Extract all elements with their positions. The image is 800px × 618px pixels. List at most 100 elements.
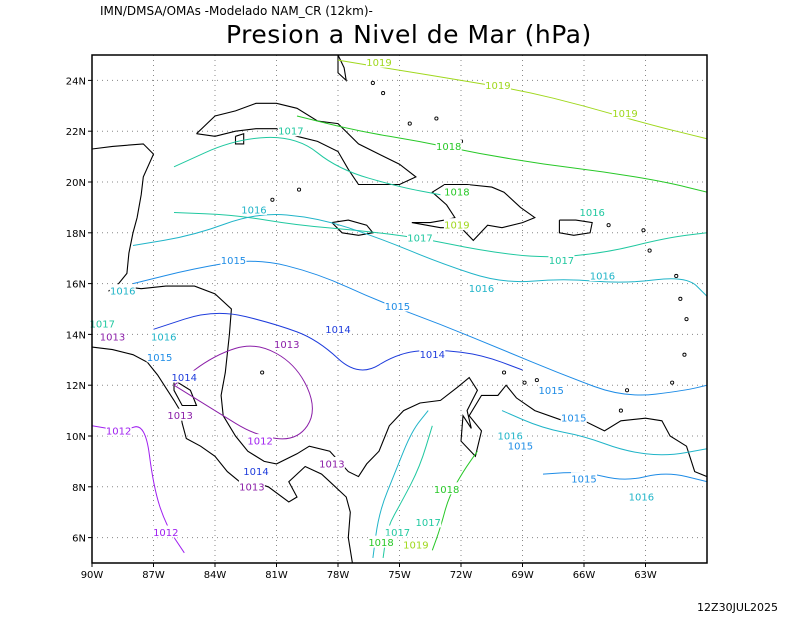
isobar-1016 <box>132 214 707 297</box>
isobar-label-bg <box>171 370 198 383</box>
coastline-hispaniola <box>411 183 536 242</box>
coastline-mexico-gulf <box>92 151 93 155</box>
isobar-label-1017: 1017 <box>385 528 410 539</box>
small-island <box>674 273 679 279</box>
small-island <box>670 380 675 385</box>
small-island <box>381 91 386 96</box>
isobar-label-bg <box>443 218 470 231</box>
isobar-label-1012: 1012 <box>247 437 272 448</box>
isobar-label-bg <box>443 185 470 198</box>
coastline-central-america <box>92 346 353 563</box>
isobar-label-1016: 1016 <box>110 287 135 298</box>
coastline-jamaica <box>331 219 374 236</box>
isobar-label-1016: 1016 <box>629 492 654 503</box>
model-source-text: IMN/DMSA/OMAs -Modelado NAM_CR (12km)- <box>100 4 373 18</box>
lon-tick-label: 84W <box>204 570 227 581</box>
isobar-1016 <box>501 410 707 456</box>
isobar-label-1017: 1017 <box>549 256 574 267</box>
isobar-label-bg <box>589 268 616 281</box>
lat-tick-label: 16N <box>66 280 86 291</box>
isobar-label-1016: 1016 <box>151 332 176 343</box>
isobar-1017 <box>382 425 433 558</box>
isobar-label-1017: 1017 <box>415 518 440 529</box>
isobar-label-1016: 1016 <box>590 271 615 282</box>
isobar-1014 <box>153 312 523 371</box>
lon-tick-label: 78W <box>327 570 350 581</box>
small-island <box>260 370 265 375</box>
isobar-label-1012: 1012 <box>106 426 131 437</box>
isobar-label-1016: 1016 <box>241 205 266 216</box>
isobar-label-1017: 1016 <box>579 208 604 219</box>
isobar-label-1018: 1018 <box>436 142 461 153</box>
isobar-label-bg <box>325 322 351 335</box>
map-title: Presion a Nivel de Mar (hPa) <box>226 20 592 49</box>
small-island <box>684 317 689 322</box>
coastline-cuba <box>196 102 417 186</box>
coastline-puerto-rico <box>558 219 593 236</box>
isobar-label-bg <box>150 329 177 342</box>
isobar-label-1013: 1013 <box>100 332 125 343</box>
isobar-label-1014: 1014 <box>172 373 197 384</box>
isobar-label-bg <box>548 253 575 266</box>
isobar-label-1015: 1015 <box>385 302 410 313</box>
isobar-label-bg <box>240 202 267 215</box>
lat-tick-label: 8N <box>72 483 86 494</box>
isobar-label-1019: 1019 <box>444 221 469 232</box>
isobar-label-bg <box>167 408 194 421</box>
isobar-label-bg <box>507 439 534 452</box>
coastline-lake-nicaragua <box>173 379 198 407</box>
isobar-1017 <box>173 212 707 258</box>
small-island <box>618 408 623 413</box>
small-island <box>407 121 412 126</box>
isobar-label-1019: 1019 <box>612 109 637 120</box>
lat-tick-label: 10N <box>66 432 86 443</box>
isobar-label-bg <box>318 456 345 469</box>
isobar-label-bg <box>612 106 638 119</box>
small-island <box>625 388 630 393</box>
isobar-label-bg <box>538 383 565 396</box>
longitude-ticks: 90W 87W 84W 81W 78W 75W 72W 69W 66W 63W <box>81 563 657 581</box>
small-island <box>296 187 302 192</box>
isobar-label-bg <box>105 423 132 436</box>
isobar-label-1015: 1015 <box>221 256 246 267</box>
lon-tick-label: 81W <box>265 570 288 581</box>
lat-tick-label: 12N <box>66 381 86 392</box>
lat-tick-label: 6N <box>72 534 86 545</box>
isobar-label-bg <box>435 139 462 152</box>
isobar-label-bg <box>579 205 606 218</box>
isobar-label-bg <box>152 525 179 538</box>
small-island <box>606 223 611 228</box>
small-island <box>434 116 439 121</box>
isobar-label-1015: 1015 <box>147 353 172 364</box>
isobar-label-1015: 1015 <box>561 414 586 425</box>
isobar-label-bg <box>366 55 392 68</box>
small-island <box>370 80 375 85</box>
isobar-label-1018: 1018 <box>368 538 393 549</box>
coastline-isla-juventud <box>234 132 245 145</box>
isobar-label-bg <box>419 347 446 360</box>
lon-tick-label: 66W <box>573 570 596 581</box>
small-island <box>270 197 275 202</box>
isobar-labels: 1019101910191017101810181019101610161017… <box>89 55 655 552</box>
isobar-label-bg <box>415 515 442 528</box>
lat-tick-label: 14N <box>66 330 86 341</box>
isobar-label-1012: 1012 <box>153 528 178 539</box>
isobar-label-bg <box>484 78 511 91</box>
lat-tick-label: 20N <box>66 178 86 189</box>
isobar-label-bg <box>407 230 433 243</box>
lon-tick-label: 63W <box>634 570 657 581</box>
lon-tick-label: 90W <box>81 570 104 581</box>
coastline-yucatan <box>92 143 155 292</box>
small-island <box>641 228 646 233</box>
isobar-label-1016: 1016 <box>497 432 522 443</box>
isobar-label-bg <box>628 489 655 502</box>
isobar-label-bg <box>247 434 274 447</box>
isobar-1018 <box>296 115 707 193</box>
isobar-label-bg <box>433 482 460 495</box>
isobar-label-bg <box>99 329 126 342</box>
lon-tick-label: 69W <box>511 570 534 581</box>
isobar-label-1016: 1016 <box>469 284 494 295</box>
small-island <box>647 248 652 253</box>
isobar-label-bg <box>468 281 495 294</box>
